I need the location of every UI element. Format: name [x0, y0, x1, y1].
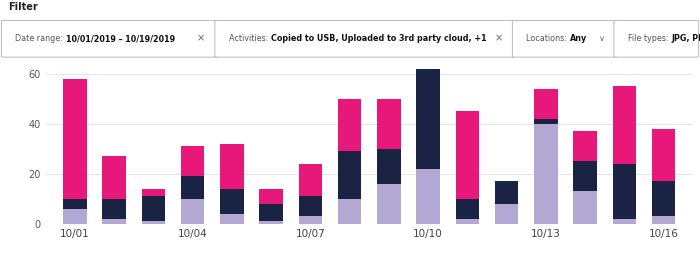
Bar: [573, 161, 597, 192]
Bar: [573, 192, 597, 224]
Bar: [299, 216, 322, 224]
Bar: [63, 79, 87, 199]
Bar: [63, 199, 87, 209]
Text: Locations:: Locations:: [526, 34, 570, 43]
Bar: [260, 221, 283, 224]
Bar: [534, 124, 558, 224]
Bar: [456, 219, 479, 224]
Bar: [534, 119, 558, 124]
Text: Any: Any: [570, 34, 587, 43]
Text: 10/01/2019 – 10/19/2019: 10/01/2019 – 10/19/2019: [66, 34, 175, 43]
Bar: [416, 48, 440, 169]
Bar: [220, 214, 244, 224]
Text: ×: ×: [494, 34, 503, 44]
Bar: [181, 199, 204, 224]
Bar: [338, 151, 361, 199]
Bar: [102, 219, 126, 224]
FancyBboxPatch shape: [614, 20, 699, 57]
Bar: [102, 156, 126, 199]
FancyBboxPatch shape: [215, 20, 517, 57]
Bar: [456, 111, 479, 199]
Bar: [652, 181, 676, 216]
Bar: [141, 197, 165, 221]
Bar: [652, 129, 676, 181]
Bar: [102, 199, 126, 219]
Bar: [220, 189, 244, 214]
FancyBboxPatch shape: [512, 20, 618, 57]
Bar: [63, 209, 87, 224]
Bar: [377, 184, 400, 224]
Bar: [377, 99, 400, 149]
Text: File types:: File types:: [628, 34, 671, 43]
Bar: [338, 199, 361, 224]
Bar: [141, 221, 165, 224]
Text: Activities:: Activities:: [229, 34, 271, 43]
Bar: [338, 99, 361, 151]
Bar: [181, 146, 204, 176]
Bar: [181, 176, 204, 199]
Bar: [495, 181, 519, 204]
Bar: [220, 144, 244, 189]
Bar: [299, 197, 322, 216]
Text: Copied to USB, Uploaded to 3rd party cloud, +1: Copied to USB, Uploaded to 3rd party clo…: [271, 34, 486, 43]
FancyBboxPatch shape: [1, 20, 219, 57]
Text: Filter: Filter: [8, 2, 38, 12]
Text: ∨: ∨: [599, 34, 605, 43]
Bar: [612, 86, 636, 164]
Bar: [260, 189, 283, 204]
Text: ×: ×: [197, 34, 205, 44]
Bar: [612, 219, 636, 224]
Bar: [652, 216, 676, 224]
Text: JPG, PNG: JPG, PNG: [671, 34, 700, 43]
Text: Date range:: Date range:: [15, 34, 66, 43]
Bar: [573, 131, 597, 161]
Bar: [141, 189, 165, 197]
Bar: [456, 199, 479, 219]
Bar: [534, 89, 558, 119]
Bar: [495, 204, 519, 224]
Bar: [377, 149, 400, 184]
Bar: [260, 204, 283, 221]
Bar: [612, 164, 636, 219]
Bar: [299, 164, 322, 197]
Bar: [416, 169, 440, 224]
